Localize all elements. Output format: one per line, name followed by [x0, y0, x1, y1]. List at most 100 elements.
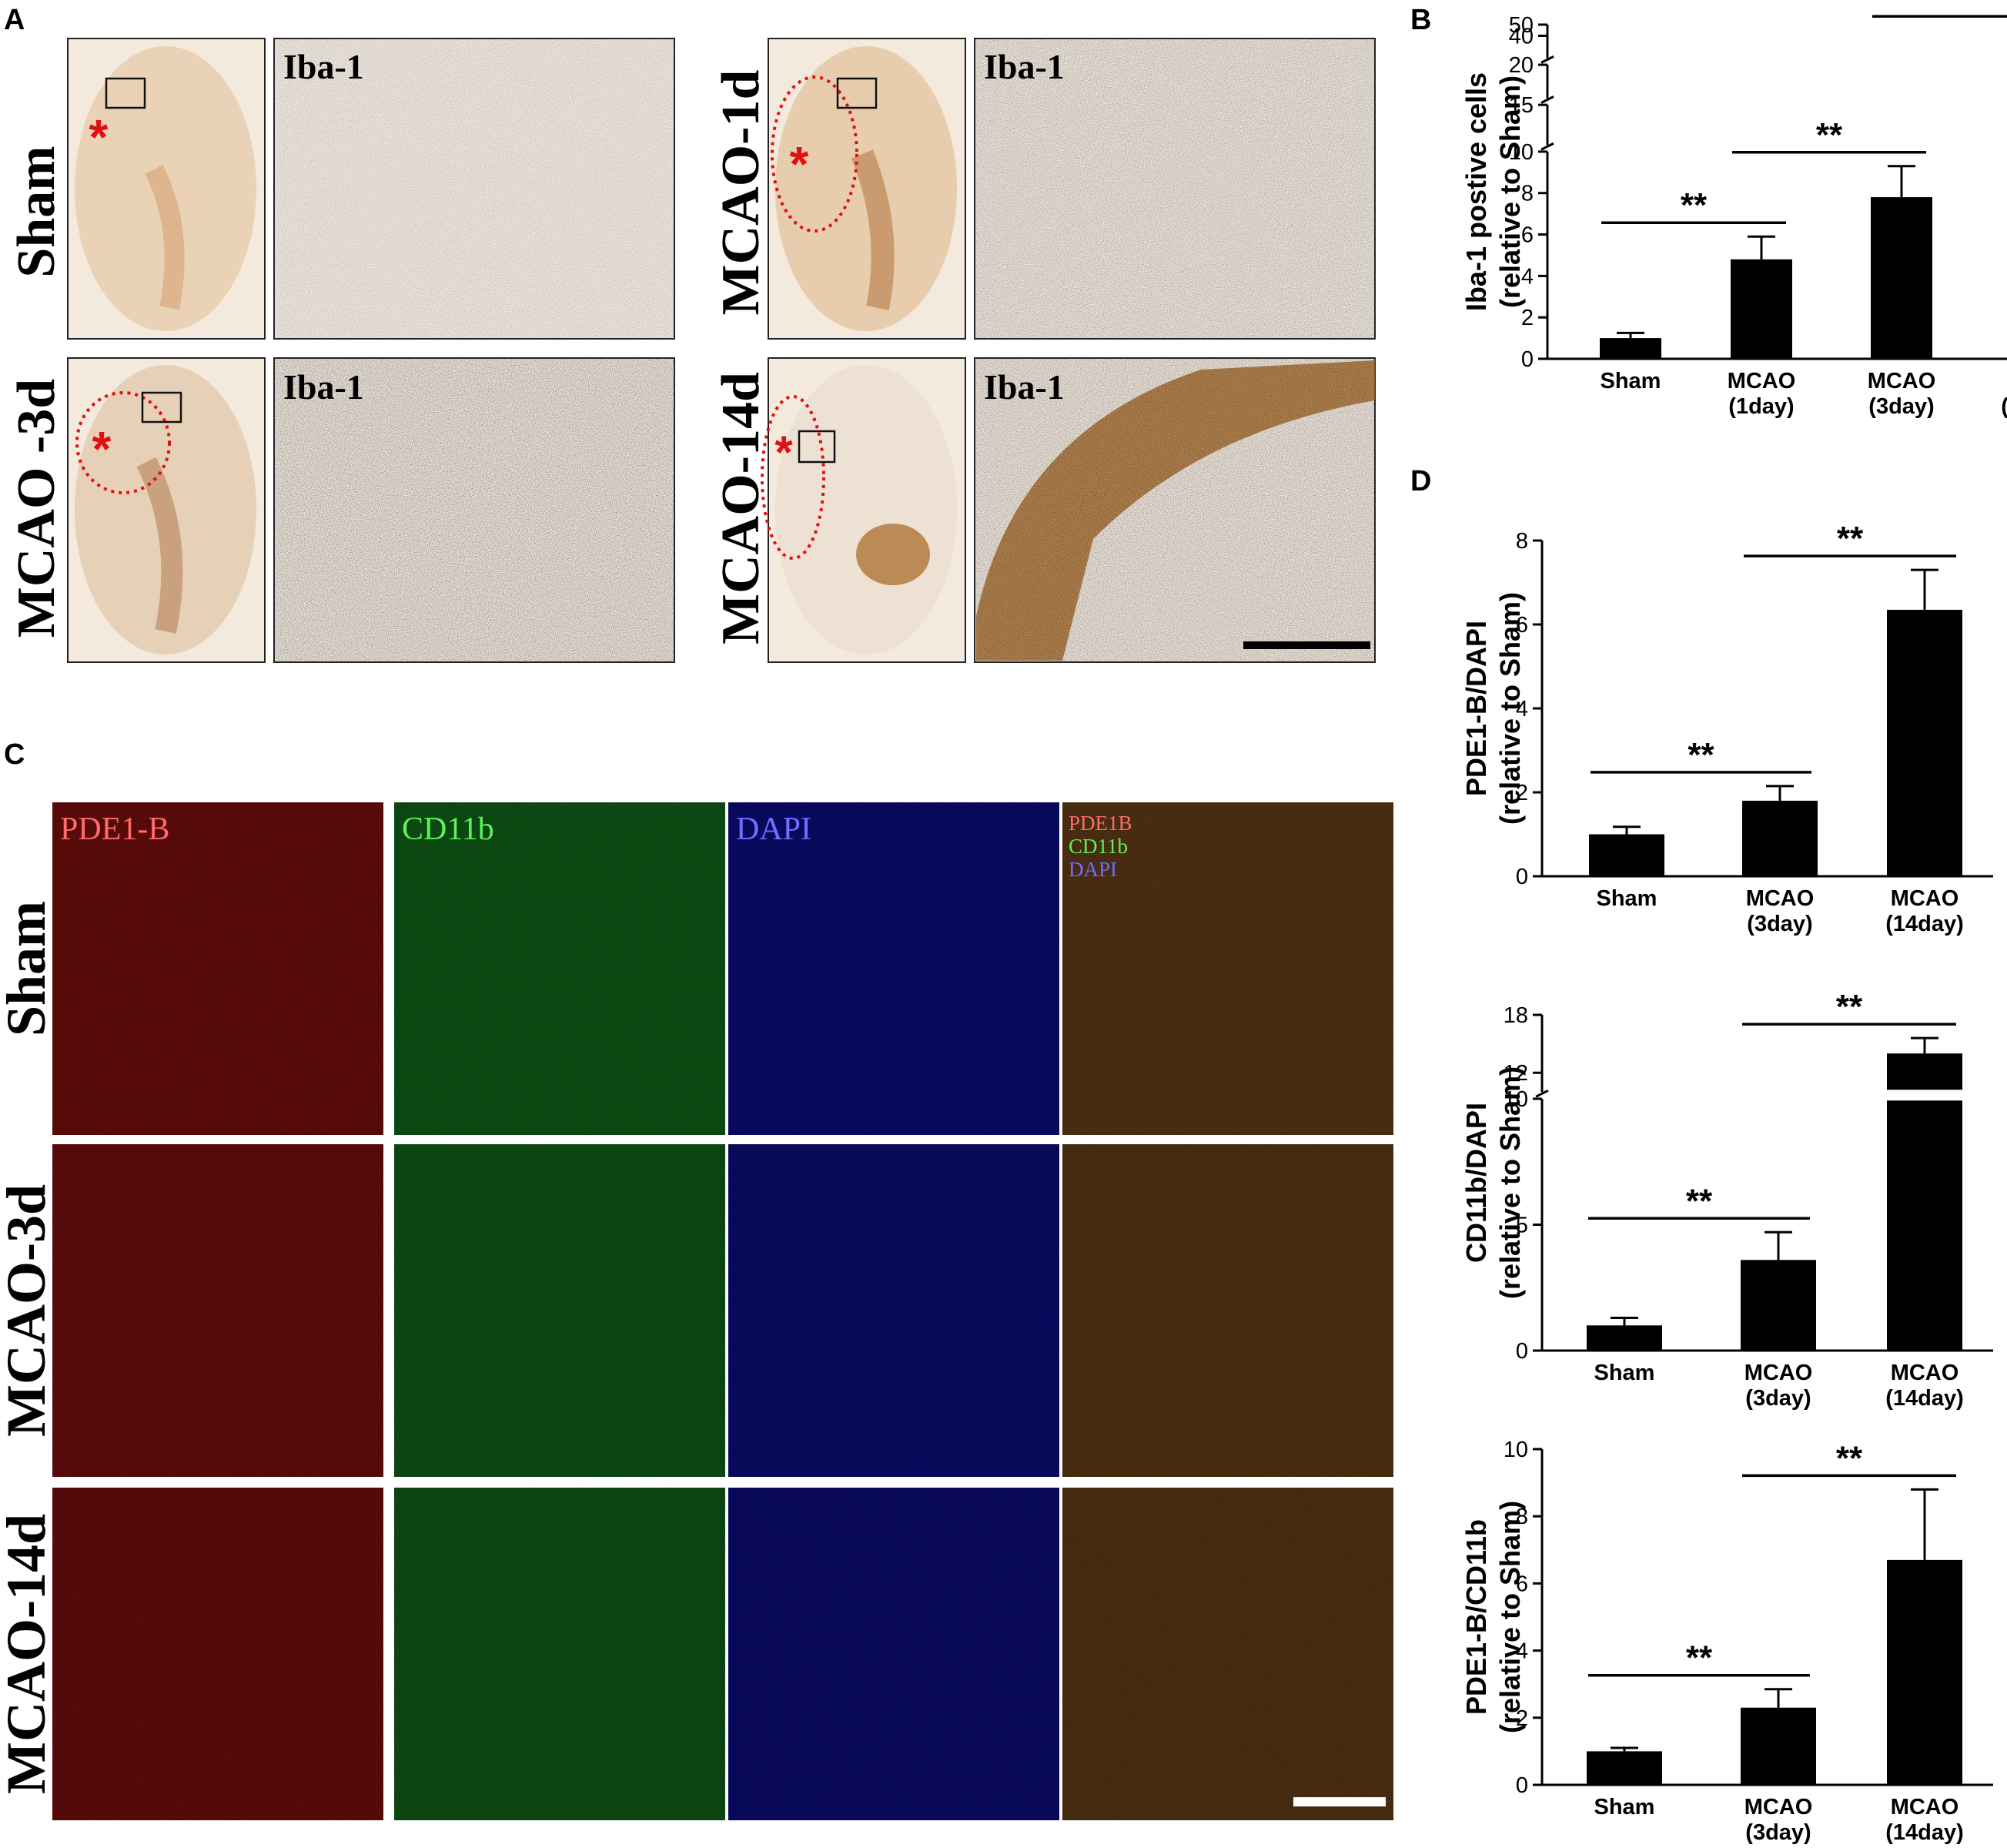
x-tick-label: MCAO	[1728, 369, 1796, 393]
y-tick-label: 6	[1516, 1572, 1528, 1596]
infarct-asterisk: *	[92, 421, 112, 477]
bar-chart-2: 0 2 4 6 8 PDE1-B/DAPI (relative to Sham) Sham MC…	[1460, 520, 1993, 936]
x-tick-label: (3day)	[1868, 394, 1934, 419]
x-tick-label: (14day)	[1885, 912, 1964, 936]
merge-legend-item: PDE1B	[1069, 812, 1132, 835]
infarct-asterisk: *	[790, 136, 809, 192]
merge-legend-item: CD11b	[1069, 835, 1128, 858]
stain-label: Iba-1	[984, 367, 1065, 407]
y-tick-label: 4	[1516, 1639, 1528, 1664]
channel-label-dapi: DAPI	[736, 812, 811, 847]
y-axis-label: (relative to Sham)	[1494, 1501, 1526, 1733]
x-tick-label: MCAO	[1891, 1795, 1959, 1820]
y-tick-label: 10	[1509, 140, 1534, 165]
y-axis-label: PDE1-B/CD11b	[1460, 1519, 1492, 1715]
fluorescence-texture	[1062, 1488, 1393, 1820]
axis-break-mark	[1540, 55, 1554, 64]
x-tick-label: (14day)	[1885, 1386, 1964, 1411]
y-tick-label: 18	[1504, 1003, 1528, 1028]
y-tick-label: 4	[1516, 697, 1528, 721]
inset-box	[141, 391, 182, 424]
x-tick-label: (3day)	[1745, 1386, 1811, 1411]
panel-a-row-mcao-1d: MCAO-1d * Iba-1	[711, 38, 1376, 340]
y-axis-label: Iba-1 postive cells	[1460, 72, 1492, 311]
tissue-structure	[145, 165, 185, 310]
significance-label: **	[1955, 0, 1982, 18]
x-tick-label: Sham	[1601, 369, 1661, 393]
axis-break-mark	[1540, 142, 1554, 151]
channel-label-pde1-b: PDE1-B	[60, 812, 169, 847]
row-label-sham: Sham	[0, 901, 57, 1036]
bar	[1742, 800, 1818, 876]
inset-box	[798, 430, 836, 464]
infarct-outline	[761, 395, 825, 560]
infarct-outline	[75, 391, 171, 494]
row-label-mcao-1d: MCAO-1d	[711, 70, 771, 316]
x-tick-label: MCAO	[2006, 369, 2007, 393]
panel-a-row-mcao-3d: MCAO -3d * Iba-1	[7, 357, 675, 663]
bar	[1589, 834, 1664, 876]
bar-chart-4: 0 2 4 6 8 10 PDE1-B/CD11b (relative to Sham) Sha…	[1460, 1438, 1993, 1845]
stain-texture	[275, 39, 674, 338]
fluorescence-texture	[52, 1144, 383, 1477]
x-tick-label: (14day)	[1885, 1820, 1964, 1845]
y-axis-label: (relative to Sham)	[1494, 1066, 1526, 1299]
panel-label-b: B	[1410, 4, 1431, 36]
y-axis-label: (relative to Sham)	[1494, 75, 1526, 308]
fluorescence-texture	[394, 1144, 725, 1477]
infarct-asterisk: *	[89, 109, 109, 165]
infarct-outline	[771, 75, 858, 233]
row-label-mcao-3d: MCAO-3d	[0, 1184, 57, 1437]
x-tick-label: (3day)	[1747, 912, 1812, 936]
row-label-mcao-14d: MCAO-14d	[711, 372, 771, 644]
stain-texture	[275, 359, 674, 661]
tissue-structure	[856, 524, 930, 585]
y-tick-label: 40	[1509, 24, 1534, 49]
stain-texture	[975, 39, 1374, 338]
significance-label: **	[1686, 1182, 1713, 1220]
y-tick-label: 0	[1516, 1773, 1528, 1798]
scale-bar	[1243, 641, 1370, 649]
bar	[1887, 609, 1962, 876]
bar	[1887, 1559, 1962, 1785]
y-tick-label: 8	[1521, 182, 1534, 206]
inset-box	[105, 77, 146, 109]
bar-break-gap	[1885, 1090, 1964, 1101]
significance-label: **	[1688, 736, 1714, 774]
tissue-section	[775, 365, 957, 654]
y-axis-label: (relative to Sham)	[1494, 592, 1526, 825]
tissue-structure	[851, 149, 895, 310]
bar	[1587, 1325, 1662, 1351]
axis-break-mark	[1535, 1089, 1549, 1098]
y-tick-label: 6	[1516, 613, 1528, 638]
stain-texture	[975, 359, 1374, 661]
bar	[1887, 1053, 1962, 1351]
fluorescence-texture	[394, 1488, 725, 1820]
stain-label: Iba-1	[283, 367, 364, 407]
x-tick-label: MCAO	[1744, 1361, 1813, 1385]
y-tick-label: 12	[1504, 1061, 1528, 1086]
bar	[1600, 338, 1661, 359]
y-tick-label: 0	[1521, 347, 1534, 372]
panel-label-d: D	[1410, 465, 1431, 497]
y-tick-label: 5	[1516, 1214, 1528, 1238]
y-tick-label: 2	[1516, 1706, 1528, 1731]
tissue-structure	[136, 457, 183, 634]
y-tick-label: 10	[1504, 1087, 1528, 1112]
row-label-mcao-3d: MCAO -3d	[7, 379, 66, 638]
panel-a-row-mcao-14d: MCAO-14d * Iba-1	[711, 357, 1376, 663]
panel-label-a: A	[4, 4, 25, 36]
row-label-mcao-14d: MCAO-14d	[0, 1514, 57, 1794]
stain-label: Iba-1	[984, 47, 1065, 86]
fluorescence-texture	[394, 802, 725, 1135]
bar	[1741, 1707, 1816, 1785]
fluorescence-texture	[52, 1488, 383, 1820]
significance-label: **	[1837, 520, 1864, 557]
scale-bar	[1293, 1797, 1386, 1806]
y-tick-label: 8	[1516, 1505, 1528, 1529]
y-tick-label: 4	[1521, 264, 1534, 289]
x-tick-label: MCAO	[1744, 1795, 1813, 1820]
